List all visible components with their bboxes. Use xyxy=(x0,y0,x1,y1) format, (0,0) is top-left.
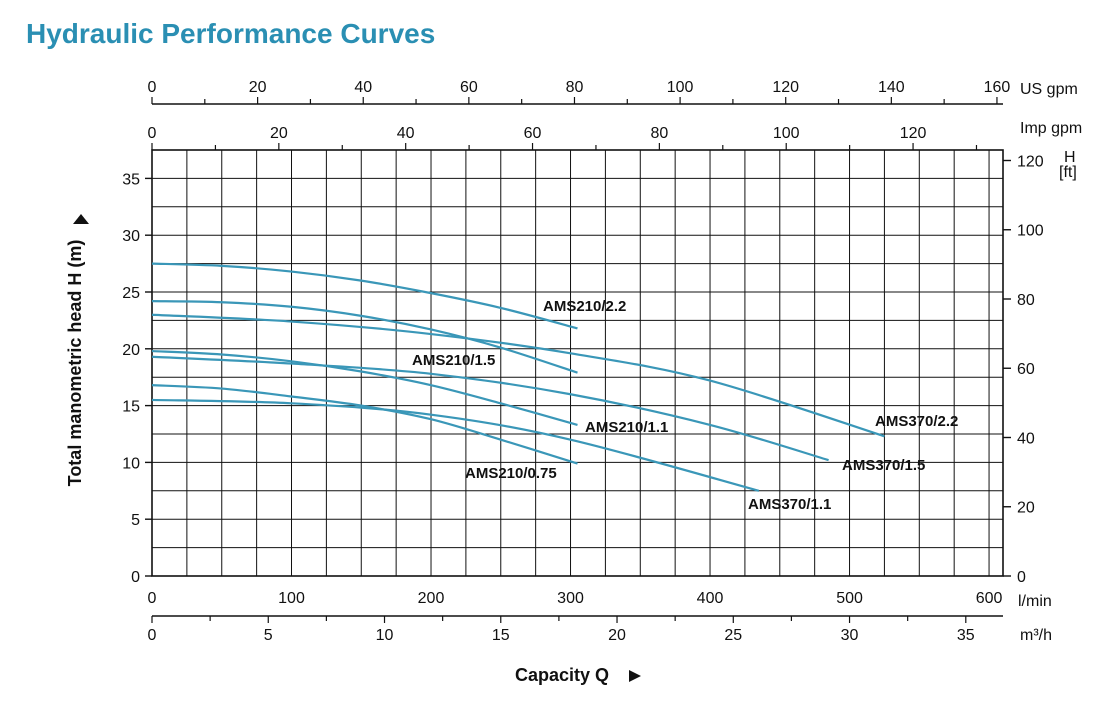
tick-label-lpm: 600 xyxy=(976,590,1003,607)
tick-label-right: 120 xyxy=(1017,153,1044,170)
tick-label-impgpm: 20 xyxy=(270,125,288,142)
tick-label-impgpm: 100 xyxy=(773,125,800,142)
tick-label-impgpm: 60 xyxy=(524,125,542,142)
unit-lpm: l/min xyxy=(1018,593,1052,610)
tick-label-m3h: 0 xyxy=(148,627,157,644)
tick-label-m3h: 30 xyxy=(841,627,859,644)
tick-label-usgpm: 140 xyxy=(878,79,905,96)
tick-label-lpm: 0 xyxy=(148,590,157,607)
tick-label-usgpm: 100 xyxy=(667,79,694,96)
tick-label-lpm: 500 xyxy=(836,590,863,607)
tick-label-left: 20 xyxy=(122,342,140,359)
tick-label-right: 0 xyxy=(1017,569,1026,586)
tick-label-impgpm: 0 xyxy=(148,125,157,142)
tick-label-right: 100 xyxy=(1017,223,1044,240)
tick-label-usgpm: 60 xyxy=(460,79,478,96)
curve-ams370-1-1 xyxy=(151,398,760,492)
tick-label-left: 0 xyxy=(131,569,140,586)
tick-label-left: 10 xyxy=(122,455,140,472)
tick-label-right: 40 xyxy=(1017,430,1035,447)
tick-label-left: 30 xyxy=(122,228,140,245)
y-axis-arrow-icon xyxy=(73,214,89,224)
tick-label-usgpm: 160 xyxy=(984,79,1011,96)
page-title: Hydraulic Performance Curves xyxy=(26,18,436,49)
x-axis-title: Capacity Q xyxy=(515,665,609,685)
tick-label-m3h: 20 xyxy=(608,627,626,644)
tick-label-lpm: 200 xyxy=(418,590,445,607)
curve-ams210-1-5 xyxy=(151,299,578,374)
tick-label-right: 80 xyxy=(1017,292,1035,309)
tick-label-left: 15 xyxy=(122,399,140,416)
tick-label-lpm: 300 xyxy=(557,590,584,607)
tick-label-impgpm: 120 xyxy=(900,125,927,142)
curve-label-ams210-2-2: AMS210/2.2 xyxy=(543,298,626,315)
tick-label-usgpm: 20 xyxy=(249,79,267,96)
tick-label-usgpm: 120 xyxy=(772,79,799,96)
tick-label-m3h: 10 xyxy=(376,627,394,644)
tick-label-lpm: 400 xyxy=(697,590,724,607)
tick-label-right: 20 xyxy=(1017,500,1035,517)
tick-label-m3h: 25 xyxy=(724,627,742,644)
unit-m3h: m³/h xyxy=(1020,627,1052,644)
x-axis-arrow-icon xyxy=(629,670,641,682)
tick-label-impgpm: 40 xyxy=(397,125,415,142)
curve-ams210-2-2 xyxy=(151,262,578,330)
y-axis-title: Total manometric head H (m) xyxy=(65,240,85,487)
unit-usgpm: US gpm xyxy=(1020,81,1078,98)
curve-label-ams210-1-5: AMS210/1.5 xyxy=(412,352,495,369)
tick-label-right: 60 xyxy=(1017,361,1035,378)
curve-label-ams370-2-2: AMS370/2.2 xyxy=(875,413,958,430)
tick-label-m3h: 5 xyxy=(264,627,273,644)
right-axis-unit-bottom: [ft] xyxy=(1059,164,1077,181)
tick-label-m3h: 35 xyxy=(957,627,975,644)
curve-ams210-1-1 xyxy=(151,349,578,426)
tick-label-lpm: 100 xyxy=(278,590,305,607)
curve-ams370-1-5 xyxy=(151,355,829,462)
tick-label-left: 35 xyxy=(122,171,140,188)
tick-label-usgpm: 80 xyxy=(566,79,584,96)
tick-label-usgpm: 0 xyxy=(148,79,157,96)
curve-ams370-2-2 xyxy=(151,313,885,438)
curve-label-ams210-1-1: AMS210/1.1 xyxy=(585,419,668,436)
curve-label-ams370-1-1: AMS370/1.1 xyxy=(748,496,831,513)
right-axis-unit-top: H xyxy=(1064,149,1076,166)
tick-label-impgpm: 80 xyxy=(650,125,668,142)
unit-impgpm: Imp gpm xyxy=(1020,120,1082,137)
curve-label-ams210-0-75: AMS210/0.75 xyxy=(465,465,557,482)
tick-label-left: 5 xyxy=(131,512,140,529)
curve-ams210-0-75 xyxy=(151,384,578,465)
tick-label-usgpm: 40 xyxy=(354,79,372,96)
tick-label-left: 25 xyxy=(122,285,140,302)
tick-label-m3h: 15 xyxy=(492,627,510,644)
plot-frame xyxy=(151,149,1004,577)
curve-label-ams370-1-5: AMS370/1.5 xyxy=(842,457,925,474)
